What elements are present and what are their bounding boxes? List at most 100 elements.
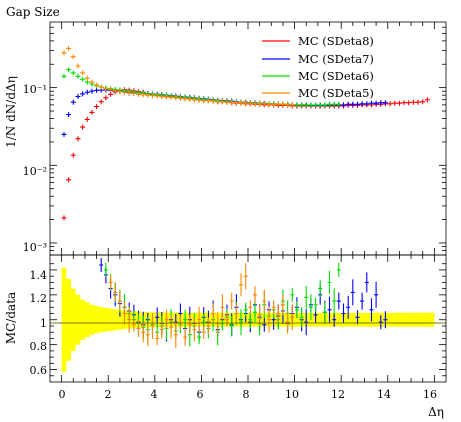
main-point-mc-sdeta5-23 [168,94,174,100]
main-point-mc-sdeta5-14 [126,90,132,96]
main-point-mc-sdeta8-78 [424,97,430,103]
main-point-mc-sdeta8-77 [420,99,426,105]
main-point-mc-sdeta8-3 [75,136,81,142]
xtick-label-2: 2 [105,388,112,401]
ratio-point-mc-sdeta5-31 [253,286,257,304]
main-point-mc-sdeta6-3 [75,73,81,79]
ratio-point-mc-sdeta7-50 [332,312,337,327]
ratio-point-mc-sdeta5-22 [211,303,216,324]
main-point-mc-sdeta7-66 [369,100,374,106]
main-point-mc-sdeta6-56 [322,102,328,108]
main-point-mc-sdeta6-52 [303,102,309,108]
main-point-mc-sdeta5-35 [224,99,230,105]
legend-label-sdeta7: MC (SDeta7) [298,52,374,66]
main-point-mc-sdeta7-64 [359,101,365,107]
ratio-point-mc-sdeta7-53 [346,295,351,319]
main-ylabel: 1/N dN/dΔη [4,76,18,148]
main-point-mc-sdeta5-48 [285,102,291,108]
main-plot-frame [49,21,447,256]
main-point-mc-sdeta5-2 [70,54,76,60]
ratio-point-mc-sdeta6-46 [318,280,323,298]
main-point-mc-sdeta5-36 [229,99,235,105]
ratio-point-mc-sdeta5-1 [113,283,118,301]
main-point-mc-sdeta5-5 [84,75,90,81]
main-point-mc-sdeta7-7 [94,87,100,93]
main-point-mc-sdeta8-71 [392,100,398,106]
main-point-mc-sdeta8-70 [387,101,393,107]
ratio-point-mc-sdeta7-58 [369,298,374,322]
ratio-point-mc-sdeta5-33 [262,289,267,313]
main-point-mc-sdeta7-4 [80,91,86,97]
ratio-point-mc-sdeta5-3 [122,302,127,325]
ratio-point-mc-sdeta6-49 [332,288,337,315]
ratio-point-mc-sdeta5-14 [173,321,178,348]
main-point-mc-sdeta5-9 [103,86,109,92]
main-point-mc-sdeta7-61 [345,101,351,107]
ratio-point-mc-sdeta5-28 [239,273,243,297]
main-point-mc-sdeta5-0 [61,50,67,56]
ratio-point-mc-sdeta5-13 [169,315,174,339]
main-point-mc-sdeta5-46 [275,101,281,107]
ratio-point-mc-sdeta5-39 [290,304,295,331]
legend-label-sdeta6: MC (SDeta6) [298,69,374,83]
ratio-point-mc-sdeta7-49 [327,296,332,323]
main-point-mc-sdeta7-62 [350,101,356,107]
ratio-point-mc-sdeta6-44 [308,294,313,321]
ratio-ytick-label-3: 1 [40,317,47,330]
main-point-mc-sdeta5-1 [66,45,72,51]
ratio-point-mc-sdeta5-5 [131,317,136,332]
main-axis-ticks [50,22,446,256]
main-point-mc-sdeta8-1 [66,177,72,183]
ratio-point-mc-sdeta5-18 [192,318,197,342]
main-point-mc-sdeta5-7 [94,82,100,88]
main-point-mc-sdeta5-21 [159,94,165,99]
ratio-point-mc-sdeta5-10 [155,331,160,346]
main-point-mc-sdeta5-28 [191,97,197,103]
main-point-mc-sdeta8-73 [401,100,407,106]
main-point-mc-sdeta5-24 [173,95,179,101]
main-point-mc-sdeta5-26 [182,96,188,102]
ytick-label-1: 10⁻¹ [23,83,47,96]
main-point-mc-sdeta5-12 [117,89,123,95]
main-point-mc-sdeta5-27 [187,96,193,102]
ratio-point-mc-sdeta5-12 [164,309,169,330]
main-point-mc-sdeta5-29 [196,97,202,103]
ratio-point-mc-sdeta6-42 [299,307,304,328]
ratio-point-mc-sdeta7-57 [364,272,369,293]
main-point-mc-sdeta5-6 [89,79,95,85]
ytick-label-2: 10⁻² [23,165,47,178]
ratio-point-mc-sdeta5-15 [178,315,183,330]
main-point-mc-sdeta8-2 [70,152,76,158]
ratio-point-mc-sdeta5-20 [201,325,206,340]
main-point-mc-sdeta6-58 [331,101,337,107]
main-point-mc-sdeta5-11 [112,88,118,94]
ratio-point-mc-sdeta6-47 [322,302,327,323]
main-point-mc-sdeta7-1 [66,112,72,118]
main-point-mc-sdeta5-16 [136,91,141,97]
main-point-mc-sdeta7-0 [61,131,67,137]
ratio-panel: MC/data 1.4 1.2 1 0.8 0.6 0 2 4 6 8 10 1… [4,254,447,419]
main-point-mc-sdeta7-68 [378,100,384,106]
ratio-point-mc-sdeta6-27 [229,316,234,336]
ratio-point-mc-sdeta5-37 [280,294,285,315]
xtick-label-10: 10 [285,388,299,401]
main-point-mc-sdeta5-38 [238,100,244,106]
ratio-point-mc-sdeta7-44 [304,309,309,336]
main-point-mc-sdeta6-57 [327,101,332,107]
main-point-mc-sdeta7-2 [70,99,76,105]
ratio-point-mc-sdeta5-24 [220,294,225,321]
xtick-label-12: 12 [331,388,345,401]
main-point-mc-sdeta5-3 [75,63,81,69]
ratio-point-mc-sdeta5-11 [159,321,164,339]
main-point-mc-sdeta5-44 [266,101,272,107]
ratio-point-mc-sdeta5-0 [108,275,113,290]
main-point-mc-sdeta7-65 [364,101,370,107]
main-point-mc-sdeta7-6 [89,88,95,94]
main-point-mc-sdeta7-67 [373,100,379,106]
ratio-point-mc-sdeta5-19 [197,306,202,333]
chart-title: Gap Size [6,5,60,19]
ratio-point-mc-sdeta5-9 [150,313,155,339]
ratio-point-mc-sdeta6-40 [290,287,295,302]
main-point-mc-sdeta5-34 [219,99,225,105]
